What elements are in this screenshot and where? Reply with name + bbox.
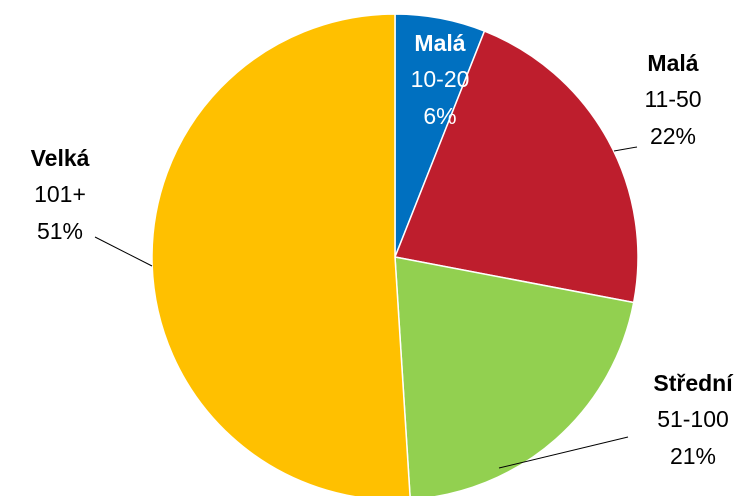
pie-slice <box>393 30 639 304</box>
slice-label-name: Malá <box>647 50 698 76</box>
slice-label-value: 22% <box>650 123 696 149</box>
slice-label-value: 6% <box>423 103 456 129</box>
slice-label-range: 11-50 <box>644 86 701 112</box>
pie-slice <box>394 256 635 496</box>
slice-label-range: 51-100 <box>657 406 729 432</box>
slice-label-range: 10-20 <box>411 66 470 92</box>
slice-label-name: Velká <box>31 145 90 171</box>
slice-label-value: 51% <box>37 218 83 244</box>
pie-slice <box>151 13 411 496</box>
leader-line <box>613 146 638 152</box>
slice-label-value: 21% <box>670 443 716 469</box>
slice-label-name: Střední <box>653 370 734 396</box>
leader-line <box>94 236 153 267</box>
leader-line <box>498 436 629 469</box>
slice-label-name: Malá <box>414 30 465 56</box>
slice-label-range: 101+ <box>34 181 86 207</box>
